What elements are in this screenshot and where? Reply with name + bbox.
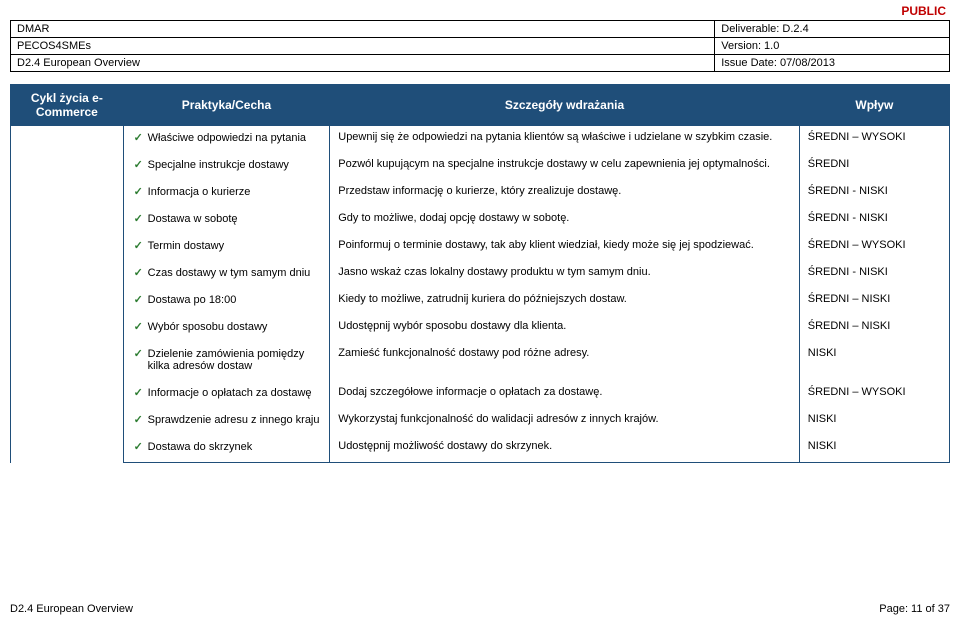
table-body: Właściwe odpowiedzi na pytania Upewnij s… [11,126,950,463]
table-row: Dostawa po 18:00 Kiedy to możliwe, zatru… [11,288,950,315]
practice-cell: Specjalne instrukcje dostawy [123,153,330,180]
impact-cell: ŚREDNI - NISKI [799,261,949,288]
impact-cell: ŚREDNI – WYSOKI [799,126,949,154]
table-row: Sprawdzenie adresu z innego kraju Wykorz… [11,408,950,435]
table-row: Wybór sposobu dostawy Udostępnij wybór s… [11,315,950,342]
practice-cell: Dostawa po 18:00 [123,288,330,315]
header-left: PECOS4SMEs [11,38,715,55]
detail-cell: Dodaj szczegółowe informacje o opłatach … [330,381,800,408]
table-row: Informacje o opłatach za dostawę Dodaj s… [11,381,950,408]
table-row: Informacja o kurierze Przedstaw informac… [11,180,950,207]
table-header-row: Cykl życia e-Commerce Praktyka/Cecha Szc… [11,85,950,126]
table-row: Dostawa do skrzynek Udostępnij możliwość… [11,435,950,463]
table-row: Termin dostawy Poinformuj o terminie dos… [11,234,950,261]
table-row: Dzielenie zamówienia pomiędzy kilka adre… [11,342,950,381]
practice-cell: Dostawa w sobotę [123,207,330,234]
practice-cell: Czas dostawy w tym samym dniu [123,261,330,288]
table-row: Dostawa w sobotę Gdy to możliwe, dodaj o… [11,207,950,234]
practice-cell: Wybór sposobu dostawy [123,315,330,342]
impact-cell: ŚREDNI – NISKI [799,315,949,342]
header-right: Deliverable: D.2.4 [715,21,950,38]
document-header-table: DMAR Deliverable: D.2.4 PECOS4SMEs Versi… [10,20,950,72]
col-header-practice: Praktyka/Cecha [123,85,330,126]
practice-cell: Informacje o opłatach za dostawę [123,381,330,408]
detail-cell: Wykorzystaj funkcjonalność do walidacji … [330,408,800,435]
page-footer: D2.4 European Overview Page: 11 of 37 [10,603,950,615]
col-header-detail: Szczegóły wdrażania [330,85,800,126]
table-row: Właściwe odpowiedzi na pytania Upewnij s… [11,126,950,154]
col-header-impact: Wpływ [799,85,949,126]
impact-cell: NISKI [799,408,949,435]
impact-cell: ŚREDNI - NISKI [799,180,949,207]
header-left: D2.4 European Overview [11,55,715,72]
detail-cell: Pozwól kupującym na specjalne instrukcje… [330,153,800,180]
col-header-cycle: Cykl życia e-Commerce [11,85,124,126]
practice-cell: Dostawa do skrzynek [123,435,330,463]
practice-cell: Właściwe odpowiedzi na pytania [123,126,330,154]
impact-cell: ŚREDNI – WYSOKI [799,381,949,408]
header-row: D2.4 European Overview Issue Date: 07/08… [11,55,950,72]
detail-cell: Kiedy to możliwe, zatrudnij kuriera do p… [330,288,800,315]
header-row: DMAR Deliverable: D.2.4 [11,21,950,38]
header-right: Issue Date: 07/08/2013 [715,55,950,72]
detail-cell: Jasno wskaż czas lokalny dostawy produkt… [330,261,800,288]
practice-cell: Dzielenie zamówienia pomiędzy kilka adre… [123,342,330,381]
practice-cell: Termin dostawy [123,234,330,261]
practice-cell: Sprawdzenie adresu z innego kraju [123,408,330,435]
impact-cell: NISKI [799,435,949,463]
impact-cell: ŚREDNI – WYSOKI [799,234,949,261]
main-content-table: Cykl życia e-Commerce Praktyka/Cecha Szc… [10,84,950,463]
table-row: Specjalne instrukcje dostawy Pozwól kupu… [11,153,950,180]
detail-cell: Upewnij się że odpowiedzi na pytania kli… [330,126,800,154]
header-row: PECOS4SMEs Version: 1.0 [11,38,950,55]
detail-cell: Udostępnij możliwość dostawy do skrzynek… [330,435,800,463]
header-left: DMAR [11,21,715,38]
impact-cell: ŚREDNI - NISKI [799,207,949,234]
impact-cell: ŚREDNI – NISKI [799,288,949,315]
classification-label: PUBLIC [901,4,946,18]
footer-right: Page: 11 of 37 [879,603,950,615]
detail-cell: Udostępnij wybór sposobu dostawy dla kli… [330,315,800,342]
practice-cell: Informacja o kurierze [123,180,330,207]
header-right: Version: 1.0 [715,38,950,55]
table-row: Czas dostawy w tym samym dniu Jasno wska… [11,261,950,288]
impact-cell: ŚREDNI [799,153,949,180]
footer-left: D2.4 European Overview [10,603,133,615]
detail-cell: Gdy to możliwe, dodaj opcję dostawy w so… [330,207,800,234]
impact-cell: NISKI [799,342,949,381]
cycle-cell [11,126,124,463]
detail-cell: Poinformuj o terminie dostawy, tak aby k… [330,234,800,261]
detail-cell: Zamieść funkcjonalność dostawy pod różne… [330,342,800,381]
detail-cell: Przedstaw informację o kurierze, który z… [330,180,800,207]
